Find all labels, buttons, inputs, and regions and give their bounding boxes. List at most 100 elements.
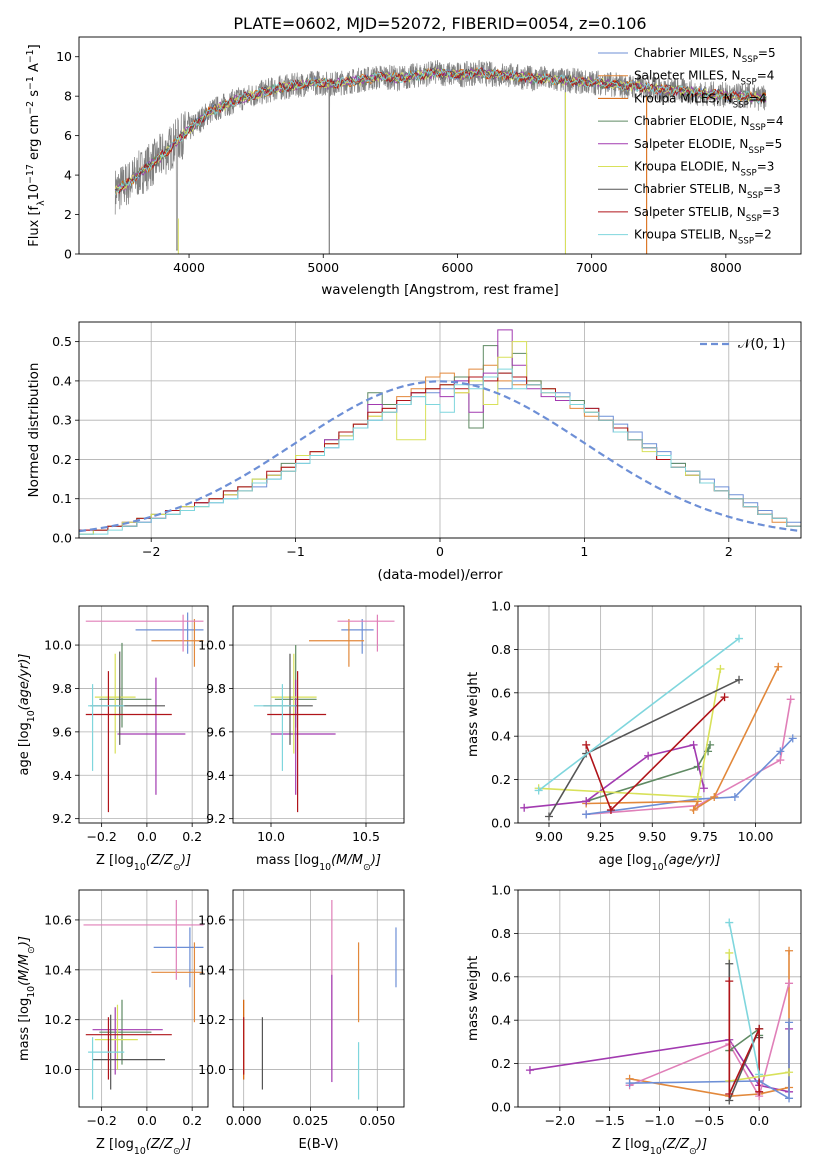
y-tick-label: 10.2 — [44, 1012, 72, 1027]
y-tick-label: 0.1 — [52, 491, 72, 506]
x-tick-label: 5000 — [307, 260, 339, 275]
model-fit-line — [114, 67, 767, 195]
y-tick-label: 4 — [64, 168, 72, 183]
weight-vs-age-panel: 9.00 9.25 9.50 9.75 10.00 0.0 0.2 0.4 0.6 0.8 1.0 a… — [465, 599, 802, 873]
axes-frame — [517, 605, 802, 824]
weight-point-marker — [720, 693, 729, 702]
model-fit-line — [114, 66, 767, 196]
x-tick-label: 9.75 — [690, 829, 718, 844]
axes-frame — [78, 889, 209, 1108]
weight-point-marker — [725, 948, 734, 957]
y-tick-label: 0.6 — [491, 685, 511, 700]
y-tick-label: 0.0 — [491, 816, 511, 831]
y-axis-label: mass weight — [465, 672, 481, 757]
weight-point-marker — [786, 695, 795, 704]
weight-series-line — [629, 983, 790, 1099]
weight-point-marker — [689, 805, 698, 814]
axes-frame — [517, 889, 802, 1108]
weight-point-marker — [785, 1094, 794, 1103]
weight-point-marker — [625, 1079, 634, 1088]
x-tick-label: 7000 — [576, 260, 608, 275]
histogram-series — [79, 368, 801, 535]
x-tick-label: 10.5 — [352, 829, 380, 844]
y-tick-label: 10.4 — [44, 962, 72, 977]
weight-point-marker — [735, 675, 744, 684]
x-axis-label: wavelength [Angstrom, rest frame] — [321, 282, 559, 298]
y-tick-label: 9.6 — [206, 724, 226, 739]
y-tick-label: 6 — [64, 128, 72, 143]
x-tick-label: −0.2 — [86, 829, 116, 844]
legend-label: Salpeter ELODIE, NSSP=5 — [634, 137, 782, 156]
weight-vs-z-panel: −2.0 −1.5 −1.0 −0.5 0.0 0.0 0.2 0.4 0.6 0.8 1.0 Z [… — [465, 883, 802, 1157]
weight-point-marker — [730, 792, 739, 801]
x-tick-label: 10.0 — [257, 829, 285, 844]
legend-label: Salpeter MILES, NSSP=4 — [634, 69, 774, 88]
weight-series-line — [586, 699, 792, 816]
y-tick-label: 0.8 — [491, 926, 511, 941]
weight-point-marker — [582, 810, 591, 819]
weight-point-marker — [774, 662, 783, 671]
x-tick-label: 2 — [725, 544, 733, 559]
x-tick-label: −0.5 — [694, 1113, 724, 1128]
y-tick-label: 0.0 — [491, 1100, 511, 1115]
weight-point-marker — [755, 1024, 764, 1033]
y-tick-label: 0.8 — [491, 642, 511, 657]
y-axis-label: age [log10(age/yr)] — [17, 654, 37, 776]
y-axis-label: Flux [fλ10−17 erg cm−2 s−1 A−1] — [25, 44, 47, 246]
x-axis-label: E(B-V) — [298, 1137, 338, 1152]
weight-point-marker — [606, 805, 615, 814]
weight-series-line — [524, 743, 705, 809]
y-tick-label: 9.2 — [206, 811, 226, 826]
figure-title: PLATE=0602, MJD=52072, FIBERID=0054, z=0… — [233, 14, 646, 33]
y-tick-label: 1.0 — [491, 883, 511, 898]
x-tick-label: 0.2 — [182, 1113, 202, 1128]
legend-label: Kroupa MILES, NSSP=4 — [634, 91, 767, 110]
legend-label: Chabrier ELODIE, NSSP=4 — [634, 114, 783, 133]
mass-vs-ebv-panel: 0.000 0.025 0.050 10.0 10.2 10.4 10.6 E(B-V) — [198, 889, 405, 1152]
weight-point-marker — [755, 1070, 764, 1079]
x-tick-label: 0 — [436, 544, 444, 559]
axes-frame — [232, 605, 405, 824]
y-tick-label: 9.6 — [52, 724, 72, 739]
x-tick-label: −0.2 — [86, 1113, 116, 1128]
weight-point-marker — [710, 792, 719, 801]
weight-point-marker — [776, 747, 785, 756]
weight-point-marker — [534, 786, 543, 795]
axes-frame — [78, 36, 802, 255]
y-tick-label: 10.0 — [198, 1062, 226, 1077]
axes-frame — [78, 605, 209, 824]
y-tick-label: 10.0 — [198, 638, 226, 653]
y-tick-label: 10.6 — [198, 912, 226, 927]
x-tick-label: 0.2 — [182, 829, 202, 844]
x-tick-label: 0.0 — [137, 1113, 157, 1128]
x-tick-label: 9.00 — [535, 829, 563, 844]
y-tick-label: 0 — [64, 247, 72, 262]
x-tick-label: 0.050 — [359, 1113, 395, 1128]
weight-point-marker — [644, 751, 653, 760]
weight-point-marker — [725, 1089, 734, 1098]
weight-point-marker — [693, 792, 702, 801]
weight-point-marker — [544, 812, 553, 821]
weight-series-line — [728, 981, 760, 1095]
y-tick-label: 0.3 — [52, 413, 72, 428]
legend-label: Kroupa ELODIE, NSSP=3 — [634, 160, 774, 179]
x-tick-label: 8000 — [710, 260, 742, 275]
y-tick-label: 0.4 — [491, 729, 511, 744]
weight-point-marker — [788, 734, 797, 743]
x-tick-label: −2.0 — [545, 1113, 575, 1128]
age-vs-z-panel: −0.2 0.0 0.2 9.2 9.4 9.6 9.8 10.0 Z [log10(Z/Z⊙)… — [17, 605, 209, 873]
x-tick-label: 0.0 — [749, 1113, 769, 1128]
spectrum-panel: 4000 5000 6000 7000 8000 0 2 4 6 8 10 Chabrier MILE… — [25, 36, 802, 298]
weight-point-marker — [785, 979, 794, 988]
y-tick-label: 9.2 — [52, 811, 72, 826]
y-tick-label: 10.6 — [44, 912, 72, 927]
y-tick-label: 9.8 — [206, 681, 226, 696]
weight-series-line — [728, 922, 760, 1075]
legend-label: Chabrier STELIB, NSSP=3 — [634, 182, 781, 201]
observed-spectrum — [114, 59, 767, 254]
weight-point-marker — [785, 946, 794, 955]
y-tick-label: 0.2 — [52, 452, 72, 467]
y-axis-label: mass [log10(M/M⊙)] — [17, 936, 37, 1061]
residuals-panel: −2 −1 0 1 2 0.0 0.1 0.2 0.3 0.4 0.5 𝒩(0, 1) (data-mo… — [26, 321, 802, 583]
